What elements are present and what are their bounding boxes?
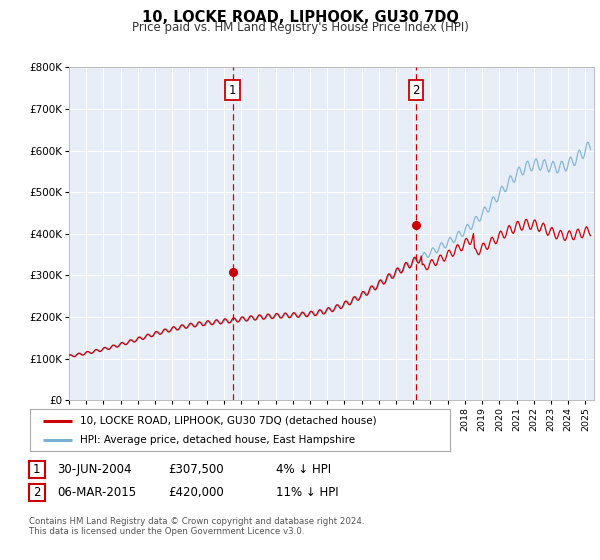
Text: Price paid vs. HM Land Registry's House Price Index (HPI): Price paid vs. HM Land Registry's House … [131, 21, 469, 34]
Text: Contains HM Land Registry data © Crown copyright and database right 2024.: Contains HM Land Registry data © Crown c… [29, 517, 364, 526]
Text: £307,500: £307,500 [168, 463, 224, 476]
Text: 1: 1 [229, 83, 236, 97]
Text: 2: 2 [33, 486, 41, 500]
Text: 10, LOCKE ROAD, LIPHOOK, GU30 7DQ (detached house): 10, LOCKE ROAD, LIPHOOK, GU30 7DQ (detac… [80, 416, 377, 426]
Text: 1: 1 [33, 463, 41, 476]
Text: 30-JUN-2004: 30-JUN-2004 [57, 463, 131, 476]
Text: 4% ↓ HPI: 4% ↓ HPI [276, 463, 331, 476]
Text: HPI: Average price, detached house, East Hampshire: HPI: Average price, detached house, East… [80, 435, 356, 445]
Text: 10, LOCKE ROAD, LIPHOOK, GU30 7DQ: 10, LOCKE ROAD, LIPHOOK, GU30 7DQ [142, 10, 458, 25]
Text: This data is licensed under the Open Government Licence v3.0.: This data is licensed under the Open Gov… [29, 527, 304, 536]
Text: 2: 2 [412, 83, 420, 97]
Text: 06-MAR-2015: 06-MAR-2015 [57, 486, 136, 500]
Text: 11% ↓ HPI: 11% ↓ HPI [276, 486, 338, 500]
Text: £420,000: £420,000 [168, 486, 224, 500]
